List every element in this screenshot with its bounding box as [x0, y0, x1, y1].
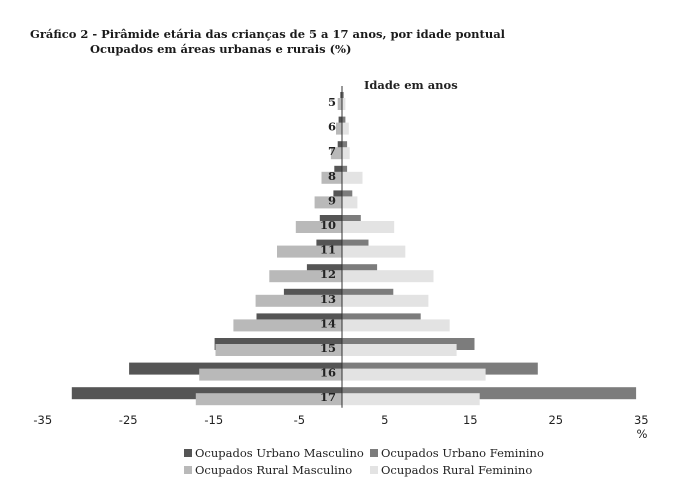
legend-label: Ocupados Urbano Masculino — [195, 446, 364, 460]
age-label-14: 14 — [320, 316, 336, 330]
legend-urban-male: Ocupados Urbano Masculino — [184, 446, 364, 460]
x-axis-label: % — [637, 427, 648, 441]
legend-label: Ocupados Urbano Feminino — [381, 446, 544, 460]
bar-rural-female-age-8 — [342, 171, 363, 184]
bar-rural-female-age-7 — [342, 147, 350, 160]
bar-rural-female-age-15 — [342, 344, 457, 356]
chart-title: Gráfico 2 - Pirâmide etária das crianças… — [30, 27, 506, 41]
bar-rural-male-age-12 — [269, 270, 342, 283]
age-labels: 5 6 7 8 9 10 11 12 13 14 15 16 17 — [320, 95, 336, 404]
bar-rural-female-age-11 — [342, 245, 406, 258]
bar-rural-female-age-12 — [342, 270, 434, 283]
bar-rural-female-age-5 — [342, 98, 346, 110]
chart-subtitle: Ocupados em áreas urbanas e rurais (%) — [90, 42, 352, 56]
bar-rural-male-age-17 — [195, 393, 342, 406]
age-label-6: 6 — [328, 120, 336, 134]
legend-swatch — [184, 449, 192, 457]
legend-rural-female: Ocupados Rural Feminino — [370, 463, 532, 477]
age-label-16: 16 — [320, 366, 336, 380]
bar-rural-male-age-16 — [199, 368, 342, 381]
x-tick-label: -35 — [33, 413, 52, 427]
bar-rural-male-age-15 — [215, 344, 342, 356]
x-tick-labels: -35 -25 -15 -5 5 15 25 35 — [33, 413, 648, 427]
legend-urban-female: Ocupados Urbano Feminino — [370, 446, 544, 460]
bar-rural-female-age-17 — [342, 393, 480, 406]
bar-rural-male-age-7 — [330, 147, 342, 160]
age-label-7: 7 — [328, 144, 336, 158]
bar-rural-male-age-5 — [337, 98, 342, 110]
x-tick-label: -15 — [204, 413, 223, 427]
age-label-17: 17 — [320, 390, 336, 404]
age-label-9: 9 — [328, 193, 336, 207]
bar-rural-male-age-13 — [255, 294, 342, 307]
category-axis-label: Idade em anos — [364, 78, 458, 92]
bar-rural-male-age-10 — [295, 221, 342, 233]
legend-rural-male: Ocupados Rural Masculino — [184, 463, 352, 477]
x-tick-label: -25 — [119, 413, 138, 427]
bar-rural-female-age-16 — [342, 368, 486, 381]
bar-rural-male-age-8 — [321, 171, 342, 184]
bar-rural-female-age-14 — [342, 319, 450, 332]
legend-swatch — [370, 466, 378, 474]
x-tick-label: 15 — [463, 413, 478, 427]
legend-swatch — [370, 449, 378, 457]
bar-rural-male-age-14 — [233, 319, 342, 332]
legend-swatch — [184, 466, 192, 474]
x-tick-label: 25 — [548, 413, 563, 427]
legend-label: Ocupados Rural Feminino — [381, 463, 533, 477]
x-tick-label: 35 — [634, 413, 649, 427]
x-tick-label: -5 — [294, 413, 305, 427]
bar-rural-male-age-11 — [277, 245, 342, 258]
bar-rural-female-age-6 — [342, 122, 349, 135]
age-label-11: 11 — [320, 243, 336, 257]
bar-rural-male-age-9 — [314, 196, 342, 209]
age-label-13: 13 — [320, 292, 336, 306]
age-label-10: 10 — [320, 218, 336, 232]
age-label-12: 12 — [320, 267, 336, 281]
bars-layer — [71, 92, 637, 406]
age-label-15: 15 — [320, 341, 336, 355]
bar-rural-female-age-13 — [342, 294, 429, 307]
bar-rural-female-age-9 — [342, 196, 358, 209]
x-tick-label: 5 — [381, 413, 388, 427]
legend-label: Ocupados Rural Masculino — [195, 463, 353, 477]
age-label-5: 5 — [328, 95, 336, 109]
bar-rural-male-age-6 — [336, 122, 342, 135]
bar-rural-female-age-10 — [342, 221, 395, 233]
age-label-8: 8 — [328, 169, 336, 183]
